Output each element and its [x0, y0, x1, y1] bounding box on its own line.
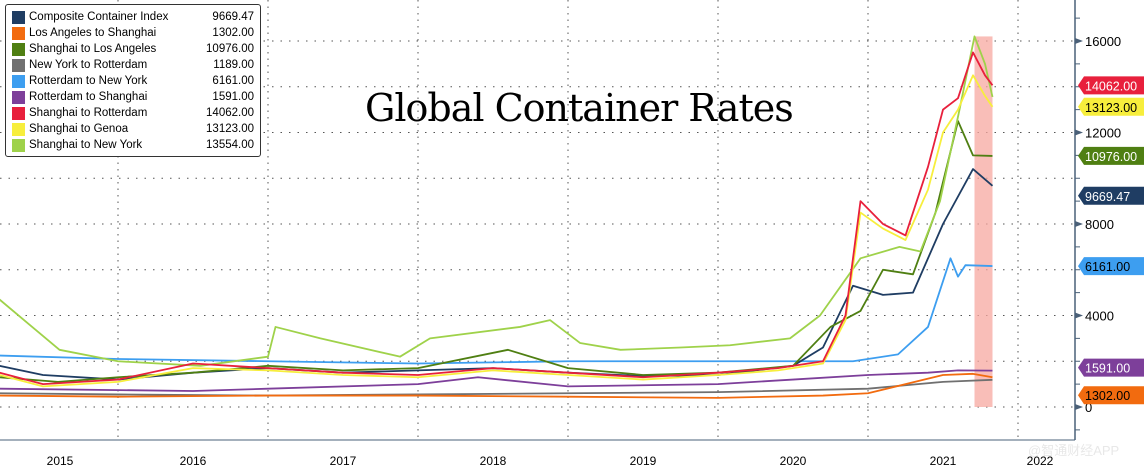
legend-item: Composite Container Index 9669.47: [12, 9, 254, 25]
legend-swatch: [12, 42, 25, 56]
legend-item: Rotterdam to Shanghai 1591.00: [12, 89, 254, 105]
legend-swatch: [12, 106, 25, 120]
last-value-text: 14062.00: [1085, 79, 1137, 93]
legend-value: 14062.00: [206, 107, 254, 119]
legend-item: New York to Rotterdam 1189.00: [12, 57, 254, 73]
last-value-label: 9669.47: [1078, 186, 1144, 205]
x-tick-label: 2016: [180, 454, 207, 468]
legend-label: Los Angeles to Shanghai: [29, 27, 157, 39]
series-line-new-york-to-rotterdam: [0, 378, 993, 397]
y-tick-label: 4000: [1085, 309, 1114, 324]
last-value-label: 1591.00: [1078, 358, 1144, 377]
watermark: @智通财经APP: [1028, 443, 1120, 458]
legend-label: New York to Rotterdam: [29, 59, 148, 71]
y-tick: [1075, 129, 1083, 136]
series-line-rotterdam-to-new-york: [0, 257, 993, 365]
legend-value: 13554.00: [206, 139, 254, 151]
legend-item: Shanghai to Genoa 13123.00: [12, 121, 254, 137]
last-value-label: 10976.00: [1078, 146, 1144, 165]
y-tick: [1075, 404, 1083, 410]
y-tick-label: 12000: [1085, 126, 1121, 141]
last-value-label: 1302.00: [1078, 386, 1144, 405]
series-line-rotterdam-to-shanghai: [0, 369, 993, 392]
y-tick: [1075, 38, 1083, 44]
y-tick-label: 16000: [1085, 34, 1121, 49]
legend-label: Shanghai to Los Angeles: [29, 43, 157, 55]
legend: Composite Container Index 9669.47 Los Ange…: [5, 4, 261, 157]
x-tick-label: 2015: [47, 454, 74, 468]
x-tick-label: 2020: [780, 454, 807, 468]
chart-title: Global Container Rates: [365, 86, 794, 130]
legend-label: Rotterdam to New York: [29, 75, 148, 87]
legend-swatch: [12, 90, 25, 104]
legend-swatch: [12, 58, 25, 72]
legend-label: Composite Container Index: [29, 11, 169, 23]
series-line-composite-container-index: [0, 168, 994, 381]
series-line-shanghai-to-rotterdam: [0, 51, 994, 386]
series-line-shanghai-to-genoa: [0, 74, 994, 388]
highlight-band: [974, 36, 993, 408]
series-line-los-angeles-to-shanghai: [0, 372, 993, 399]
y-tick: [1075, 221, 1083, 227]
legend-value: 1189.00: [213, 59, 254, 71]
last-value-text: 6161.00: [1085, 260, 1130, 274]
x-tick-label: 2017: [330, 454, 357, 468]
last-value-text: 1591.00: [1085, 362, 1130, 376]
legend-swatch: [12, 74, 25, 88]
last-value-label: 6161.00: [1078, 257, 1144, 276]
legend-value: 13123.00: [206, 123, 254, 135]
legend-swatch: [12, 122, 25, 136]
legend-label: Shanghai to Genoa: [29, 123, 129, 135]
last-value-label: 14062.00: [1078, 76, 1144, 95]
legend-item: Shanghai to Los Angeles 10976.00: [12, 41, 254, 57]
legend-item: Rotterdam to New York 6161.00: [12, 73, 254, 89]
y-tick-label: 0: [1085, 400, 1092, 415]
x-tick-label: 2018: [480, 454, 507, 468]
last-value-text: 1302.00: [1085, 389, 1130, 403]
y-tick: [1075, 312, 1083, 319]
y-tick-label: 8000: [1085, 217, 1114, 232]
legend-swatch: [12, 10, 25, 24]
x-tick-label: 2022: [1027, 454, 1054, 468]
legend-value: 10976.00: [206, 43, 254, 55]
legend-value: 1302.00: [212, 27, 254, 39]
legend-swatch: [12, 26, 25, 40]
last-value-label: 13123.00: [1078, 97, 1144, 116]
last-value-text: 9669.47: [1085, 190, 1130, 204]
legend-value: 9669.47: [212, 11, 254, 23]
legend-item: Shanghai to New York 13554.00: [12, 137, 254, 153]
last-value-text: 13123.00: [1085, 101, 1137, 115]
x-tick-label: 2019: [630, 454, 657, 468]
legend-value: 6161.00: [212, 75, 254, 87]
legend-swatch: [12, 138, 25, 152]
last-value-text: 10976.00: [1085, 150, 1137, 164]
legend-label: Shanghai to Rotterdam: [29, 107, 148, 119]
legend-label: Shanghai to New York: [29, 139, 143, 151]
x-tick-label: 2021: [930, 454, 957, 468]
legend-item: Los Angeles to Shanghai 1302.00: [12, 25, 254, 41]
legend-item: Shanghai to Rotterdam 14062.00: [12, 105, 254, 121]
legend-value: 1591.00: [212, 91, 254, 103]
series-line-shanghai-to-los-angeles: [0, 120, 993, 383]
legend-label: Rotterdam to Shanghai: [29, 91, 148, 103]
